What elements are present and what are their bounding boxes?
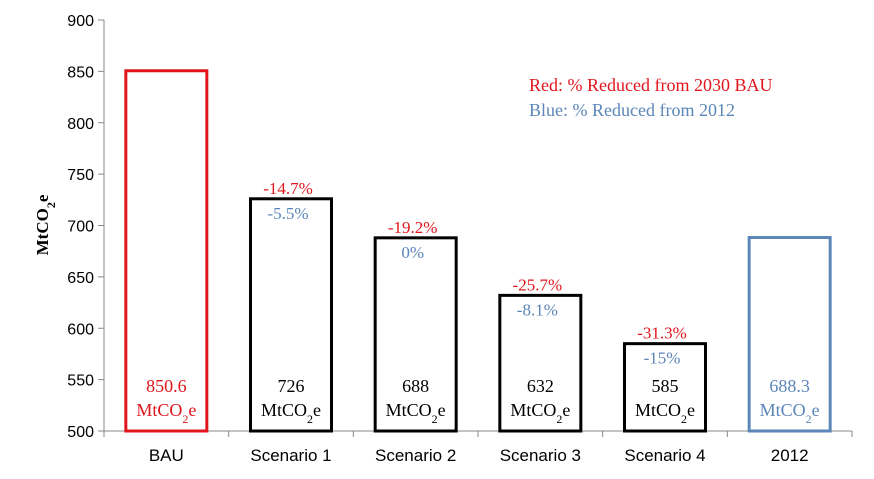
pct-reduced-from-bau: -31.3% (637, 324, 687, 343)
x-tick-label: Scenario 4 (624, 446, 705, 465)
data-label-value: 688.3 (769, 376, 810, 396)
y-tick-label: 700 (67, 219, 94, 236)
legend-entry: Red: % Reduced from 2030 BAU (529, 75, 772, 95)
data-label-unit: MtCO2e (760, 400, 820, 426)
x-tick-label: Scenario 3 (500, 446, 581, 465)
y-tick-label: 500 (67, 424, 94, 441)
y-tick-label: 650 (67, 270, 94, 287)
data-label-unit: MtCO2e (510, 400, 570, 426)
data-label-value: 726 (278, 376, 305, 396)
y-tick-label: 550 (67, 373, 94, 390)
labels: BAU 850.6 MtCO2e Scenario 1 726 MtCO2e -14.7% -… (136, 179, 819, 465)
pct-reduced-from-2012: -15% (644, 349, 681, 368)
pct-reduced-from-bau: -25.7% (513, 275, 563, 294)
y-axis-label: MtCO2e (33, 194, 58, 255)
x-tick-label: Scenario 2 (375, 446, 456, 465)
y-tick-label: 750 (67, 167, 94, 184)
data-label-value: 850.6 (146, 376, 187, 396)
x-tick-label: 2012 (771, 446, 809, 465)
legend: Red: % Reduced from 2030 BAU Blue: % Redu… (529, 75, 772, 120)
bars (124, 69, 832, 433)
data-label-unit: MtCO2e (261, 400, 321, 426)
data-label-unit: MtCO2e (136, 400, 196, 426)
y-tick-label: 850 (67, 64, 94, 81)
x-tick-label: BAU (149, 446, 184, 465)
pct-reduced-from-2012: -5.5% (267, 204, 308, 223)
bar (124, 69, 209, 433)
data-label-unit: MtCO2e (635, 400, 695, 426)
axes: 500 550 600 650 700 750 800 850 900 (67, 13, 853, 441)
data-label-value: 632 (527, 376, 554, 396)
pct-reduced-from-2012: 0% (401, 243, 424, 262)
y-tick-label: 800 (67, 116, 94, 133)
x-tick-label: Scenario 1 (250, 446, 331, 465)
data-label-value: 585 (652, 376, 679, 396)
pct-reduced-from-bau: -14.7% (263, 179, 313, 198)
pct-reduced-from-2012: -8.1% (517, 300, 558, 319)
bar (373, 236, 458, 433)
bar (249, 197, 333, 433)
y-tick-label: 600 (67, 321, 94, 338)
pct-reduced-from-bau: -19.2% (388, 218, 438, 237)
data-label-value: 688 (402, 376, 429, 396)
bar (747, 236, 832, 433)
data-label-unit: MtCO2e (386, 400, 446, 426)
bar (498, 293, 583, 433)
legend-entry: Blue: % Reduced from 2012 (529, 100, 735, 120)
y-tick-label: 900 (67, 13, 94, 30)
bar (623, 342, 707, 433)
